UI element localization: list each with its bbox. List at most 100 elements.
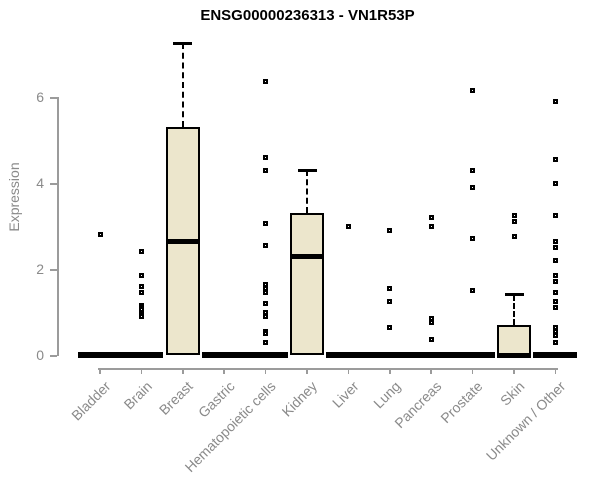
outlier-point bbox=[428, 315, 434, 321]
median-line bbox=[165, 238, 200, 244]
x-axis-tick bbox=[223, 368, 225, 374]
outlier-point bbox=[552, 305, 558, 311]
y-tick-label: 4 bbox=[36, 175, 44, 191]
x-axis-tick bbox=[471, 368, 474, 374]
y-axis-tick bbox=[50, 97, 57, 99]
outlier-point bbox=[263, 331, 269, 336]
outlier-point bbox=[470, 88, 476, 94]
x-tick-label-brain: Brain bbox=[120, 378, 155, 413]
outlier-point bbox=[263, 285, 269, 291]
x-axis-tick bbox=[513, 368, 515, 374]
outlier-point bbox=[263, 300, 269, 306]
y-axis-tick bbox=[50, 269, 57, 271]
x-axis-tick bbox=[140, 368, 143, 374]
y-axis-tick bbox=[50, 183, 57, 185]
zero-median-bar bbox=[119, 352, 164, 358]
outlier-point bbox=[470, 167, 476, 173]
outlier-point bbox=[511, 234, 517, 240]
outlier-point bbox=[138, 272, 144, 278]
outlier-point bbox=[263, 167, 269, 173]
x-axis-tick bbox=[264, 368, 267, 374]
y-tick-label: 6 bbox=[36, 89, 44, 105]
x-axis-tick bbox=[430, 368, 432, 374]
zero-median-bar bbox=[450, 352, 495, 358]
x-axis-tick bbox=[554, 368, 557, 374]
outlier-point bbox=[263, 79, 269, 85]
x-tick-label-lung: Lung bbox=[369, 378, 404, 412]
outlier-point bbox=[552, 279, 558, 285]
outlier-point bbox=[552, 245, 558, 250]
outlier-point bbox=[470, 288, 476, 293]
median-line bbox=[497, 352, 531, 358]
whisker-line bbox=[181, 43, 184, 128]
zero-median-bar bbox=[533, 352, 578, 358]
outlier-point bbox=[511, 219, 517, 225]
x-tick-label-prostate: Prostate bbox=[437, 378, 486, 427]
outlier-point bbox=[552, 298, 558, 304]
outlier-point bbox=[552, 339, 558, 345]
outlier-point bbox=[552, 238, 558, 244]
outlier-point bbox=[552, 98, 558, 104]
x-axis-tick bbox=[182, 368, 184, 374]
outlier-point bbox=[387, 227, 393, 233]
whisker-cap bbox=[297, 168, 317, 172]
outlier-point bbox=[263, 221, 269, 227]
outlier-point bbox=[387, 324, 393, 330]
outlier-point bbox=[138, 290, 144, 296]
x-tick-label-breast: Breast bbox=[156, 378, 197, 418]
outlier-point bbox=[428, 320, 434, 326]
y-tick-label: 2 bbox=[36, 261, 44, 277]
outlier-point bbox=[97, 232, 103, 238]
whisker-cap bbox=[504, 293, 524, 297]
outlier-point bbox=[387, 298, 393, 304]
outlier-point bbox=[552, 290, 558, 296]
zero-median-bar bbox=[367, 352, 412, 358]
outlier-point bbox=[552, 156, 558, 162]
outlier-point bbox=[552, 272, 558, 278]
y-tick-label: 0 bbox=[36, 347, 44, 363]
outlier-point bbox=[428, 337, 434, 343]
outlier-point bbox=[263, 242, 269, 248]
zero-median-bar bbox=[202, 352, 247, 358]
outlier-point bbox=[552, 180, 558, 186]
x-axis-tick bbox=[99, 368, 101, 374]
outlier-point bbox=[263, 281, 269, 287]
outlier-point bbox=[138, 249, 144, 255]
boxplot-box bbox=[290, 213, 324, 355]
x-axis-tick bbox=[306, 368, 308, 374]
outlier-point bbox=[552, 328, 558, 334]
boxplot-box bbox=[497, 324, 531, 355]
outlier-point bbox=[263, 309, 269, 315]
y-axis-tick bbox=[50, 355, 57, 357]
outlier-point bbox=[345, 223, 351, 229]
outlier-point bbox=[428, 223, 434, 229]
x-axis-tick bbox=[347, 368, 350, 374]
zero-median-bar bbox=[409, 352, 454, 358]
x-tick-label-bladder: Bladder bbox=[67, 378, 114, 424]
x-axis-line bbox=[98, 368, 558, 370]
outlier-point bbox=[552, 257, 558, 263]
outlier-point bbox=[138, 313, 144, 319]
outlier-point bbox=[263, 154, 269, 160]
outlier-point bbox=[428, 214, 434, 220]
zero-median-bar bbox=[243, 352, 288, 358]
zero-median-bar bbox=[326, 352, 371, 358]
outlier-point bbox=[552, 212, 558, 218]
x-tick-label-kidney: Kidney bbox=[278, 378, 321, 420]
y-axis-line bbox=[57, 97, 59, 356]
outlier-point bbox=[552, 333, 558, 339]
whisker-cap bbox=[173, 41, 193, 45]
outlier-point bbox=[552, 324, 558, 330]
chart-title: ENSG00000236313 - VN1R53P bbox=[200, 7, 415, 24]
outlier-point bbox=[511, 212, 517, 218]
outlier-point bbox=[263, 313, 269, 319]
outlier-point bbox=[263, 290, 269, 296]
x-axis-tick bbox=[389, 368, 391, 374]
outlier-point bbox=[470, 184, 476, 190]
outlier-point bbox=[138, 283, 144, 289]
zero-median-bar bbox=[78, 352, 122, 358]
x-tick-label-liver: Liver bbox=[328, 378, 362, 411]
median-line bbox=[290, 253, 324, 259]
